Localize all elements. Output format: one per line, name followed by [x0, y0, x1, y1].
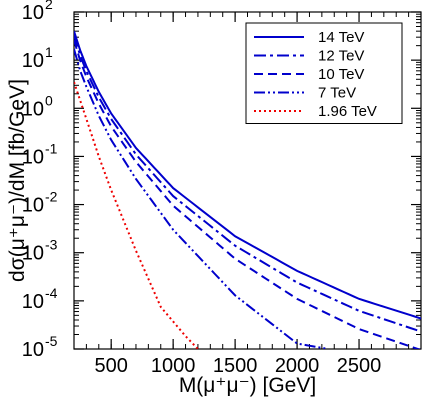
- y-tick-exponent: -4: [45, 285, 58, 301]
- x-tick-label: 1000: [151, 355, 196, 377]
- series-line: [74, 81, 199, 349]
- y-tick-exponent: -1: [45, 140, 58, 156]
- series-line: [74, 30, 421, 320]
- y-tick-exponent: -5: [45, 333, 58, 349]
- y-tick-label: 10: [22, 98, 44, 120]
- x-tick-label: 500: [94, 355, 127, 377]
- y-tick-label: 10: [22, 50, 44, 72]
- y-tick-exponent: -3: [45, 237, 58, 253]
- y-tick-label: 10: [22, 243, 44, 265]
- y-tick-label: 10: [22, 2, 44, 24]
- legend-label: 1.96 TeV: [318, 103, 377, 120]
- series-line: [74, 48, 329, 349]
- legend-label: 10 TeV: [318, 66, 364, 83]
- y-tick-label: 10: [22, 339, 44, 361]
- y-tick-label: 10: [22, 146, 44, 168]
- y-axis-title: dσ(μ⁺μ⁻)/dM [fb/GeV]: [6, 79, 29, 282]
- x-tick-label: 2000: [275, 355, 320, 377]
- series-line: [74, 39, 421, 349]
- series-group: [74, 30, 421, 349]
- x-axis-title: M(μ⁺μ⁻) [GeV]: [179, 374, 316, 397]
- y-tick-exponent: 1: [45, 44, 53, 60]
- y-tick-exponent: 0: [45, 92, 53, 108]
- y-tick-label: 10: [22, 195, 44, 217]
- legend-label: 12 TeV: [318, 48, 364, 65]
- x-tick-label: 2500: [337, 355, 382, 377]
- x-tick-label: 1500: [213, 355, 258, 377]
- series-line: [74, 34, 421, 333]
- y-tick-exponent: -2: [45, 189, 58, 205]
- legend-label: 7 TeV: [318, 85, 356, 102]
- y-tick-label: 10: [22, 291, 44, 313]
- legend-label: 14 TeV: [318, 29, 364, 46]
- y-tick-exponent: 2: [45, 0, 53, 12]
